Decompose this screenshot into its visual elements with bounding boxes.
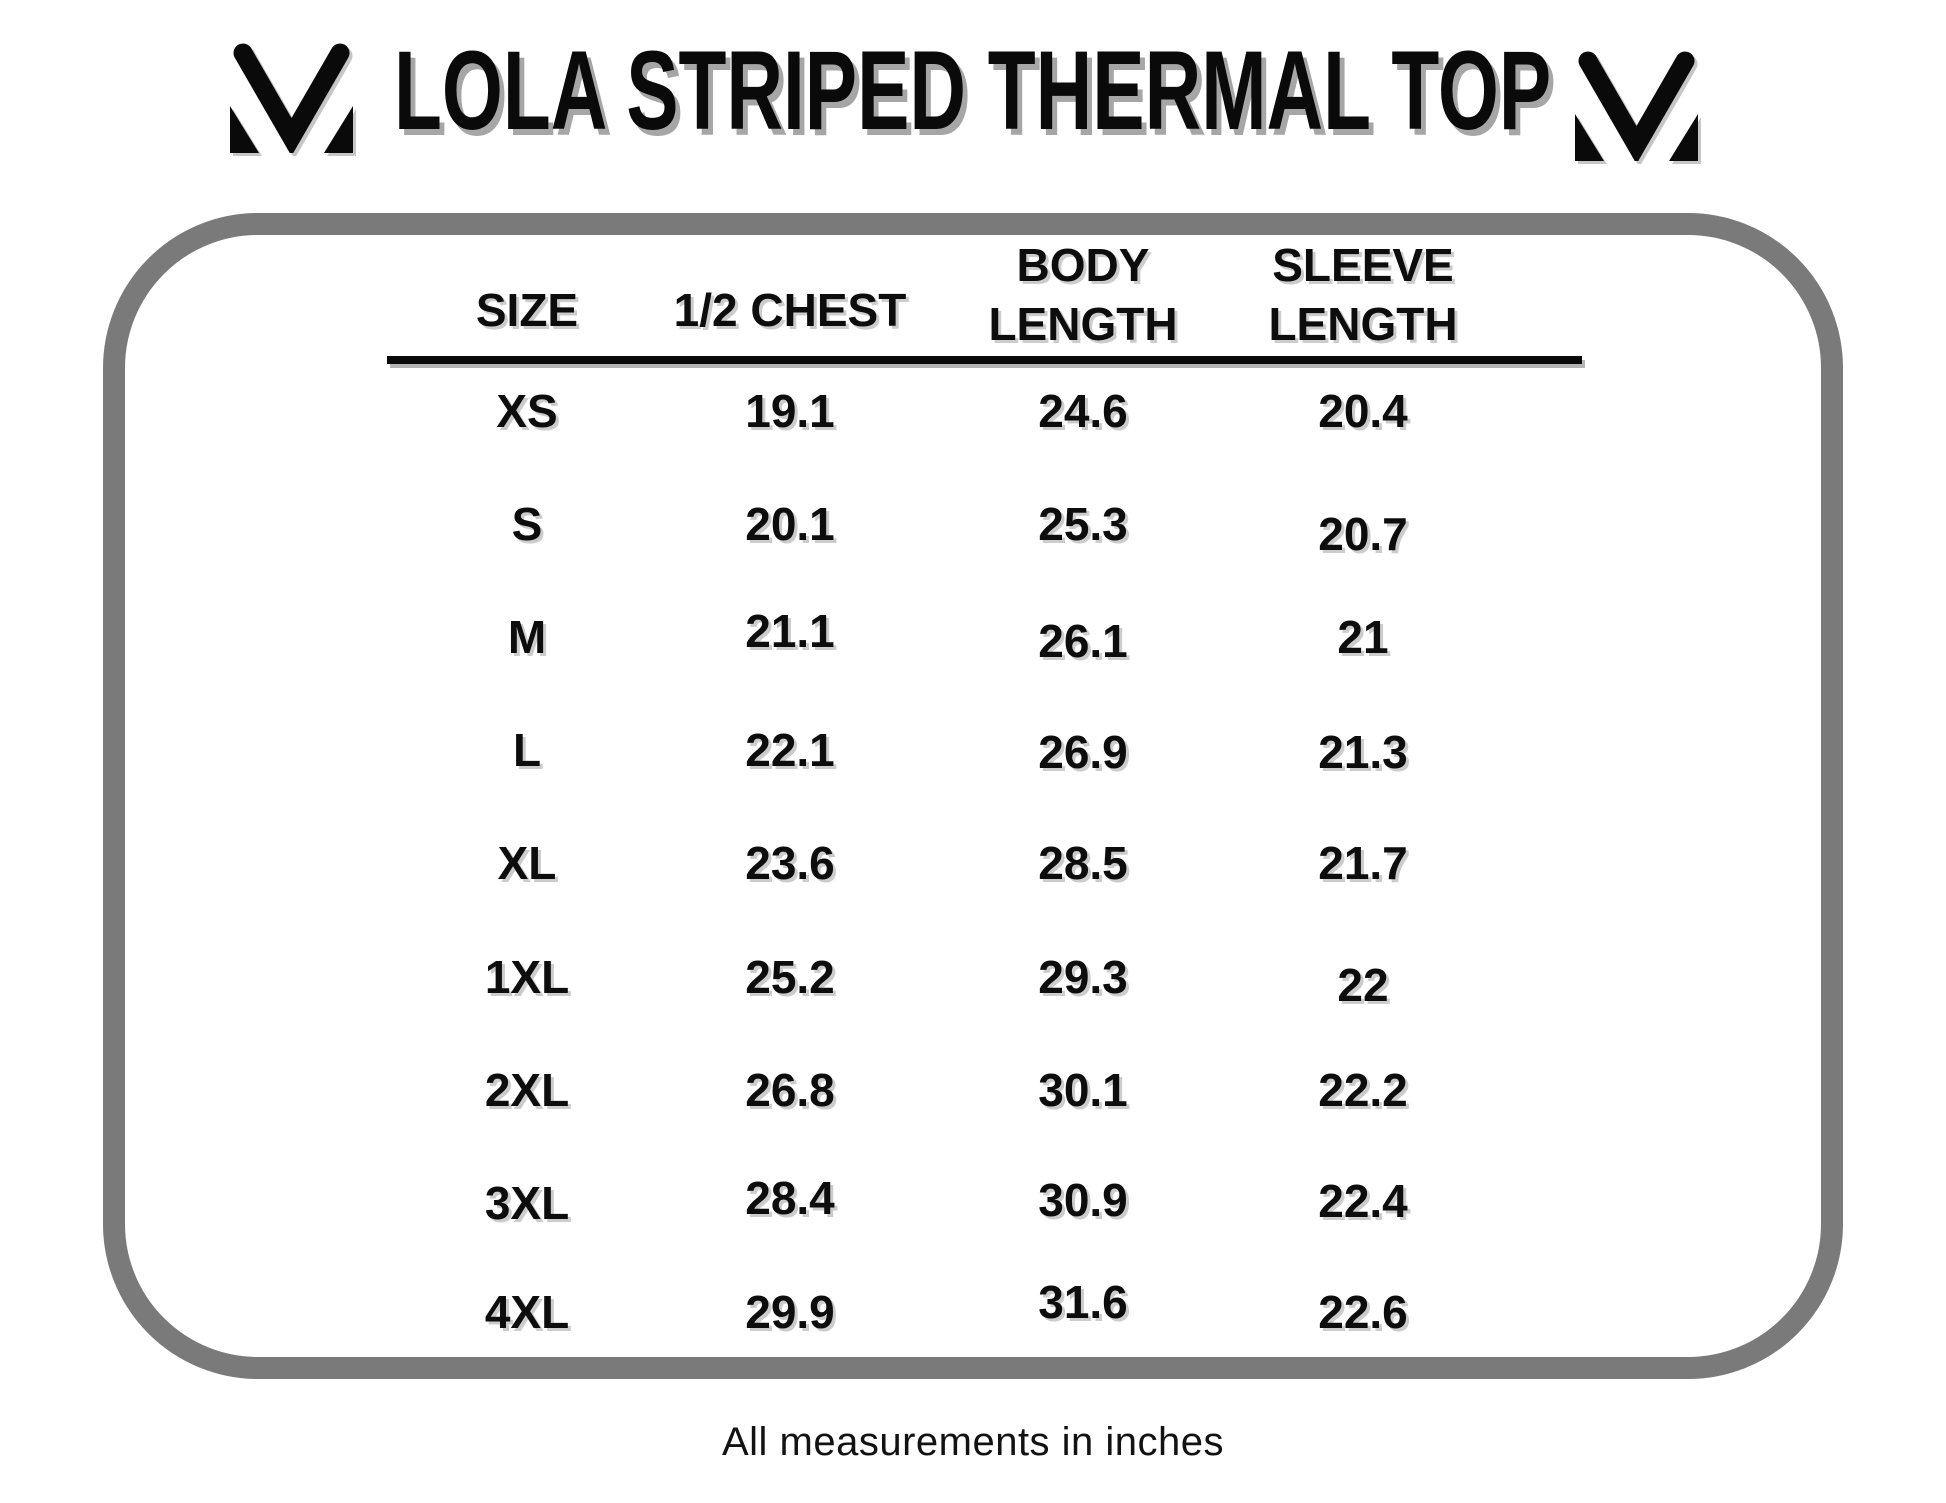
table-cell: 20.4 <box>1318 385 1408 437</box>
column-header-size: SIZE <box>475 284 579 336</box>
table-cell: 22.4 <box>1318 1175 1408 1227</box>
table-cell: 29.9 <box>745 1286 835 1338</box>
row-size-label: 3XL <box>484 1177 570 1229</box>
row-size-label: XS <box>496 385 558 437</box>
header-divider-line <box>387 356 1582 364</box>
table-cell: 20.1 <box>745 498 835 550</box>
measurements-note: All measurements in inches <box>721 1420 1225 1464</box>
table-cell: 30.1 <box>1038 1064 1128 1116</box>
table-cell: 30.9 <box>1038 1174 1128 1226</box>
column-header-half-chest: 1/2 CHEST <box>673 284 907 336</box>
table-cell: 26.1 <box>1038 615 1128 667</box>
header: LOLA STRIPED THERMAL TOP <box>0 27 1946 153</box>
table-cell: 22 <box>1337 959 1389 1011</box>
row-size-label: M <box>507 611 547 663</box>
table-cell: 21.1 <box>745 605 835 657</box>
row-size-label: L <box>512 724 542 776</box>
row-size-label: XL <box>497 837 557 889</box>
table-cell: 21.3 <box>1318 726 1408 778</box>
table-cell: 25.3 <box>1038 498 1128 550</box>
row-size-label: 1XL <box>484 951 570 1003</box>
table-cell: 28.5 <box>1038 837 1128 889</box>
page-title: LOLA STRIPED THERMAL TOP <box>394 27 1552 153</box>
table-cell: 23.6 <box>745 837 835 889</box>
column-header-sleeve-length: SLEEVE LENGTH <box>1268 239 1458 350</box>
table-cell: 22.6 <box>1318 1286 1408 1338</box>
table-cell: 20.7 <box>1318 508 1408 560</box>
table-cell: 22.1 <box>745 724 835 776</box>
table-cell: 26.9 <box>1038 726 1128 778</box>
table-cell: 22.2 <box>1318 1064 1408 1116</box>
table-cell: 21.7 <box>1318 837 1408 889</box>
table-cell: 29.3 <box>1038 951 1128 1003</box>
table-cell: 25.2 <box>745 951 835 1003</box>
row-size-label: 4XL <box>484 1286 570 1338</box>
table-cell: 26.8 <box>745 1064 835 1116</box>
row-size-label: 2XL <box>484 1064 570 1116</box>
table-cell: 31.6 <box>1038 1276 1128 1328</box>
table-cell: 21 <box>1337 611 1389 663</box>
table-cell: 19.1 <box>745 385 835 437</box>
size-chart-frame <box>103 213 1843 1379</box>
mv-monogram-logo-right <box>1575 51 1698 161</box>
mv-monogram-logo-left <box>230 43 353 153</box>
row-size-label: S <box>511 498 543 550</box>
table-cell: 28.4 <box>745 1172 835 1224</box>
table-cell: 24.6 <box>1038 385 1128 437</box>
column-header-body-length: BODY LENGTH <box>988 239 1178 350</box>
